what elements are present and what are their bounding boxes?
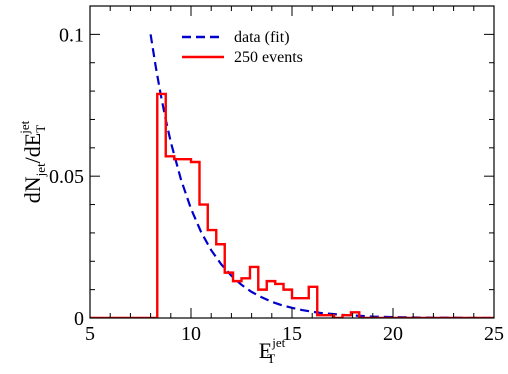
histogram-250-events [90,92,494,318]
x-tick-label: 15 [282,323,302,345]
legend: data (fit) 250 events [182,29,303,66]
y-tick-label: 0.1 [59,24,84,46]
x-tick-label: 10 [181,323,201,345]
y-title-part: /dE [20,133,45,164]
x-tick-label: 25 [484,323,504,345]
y-title-part: T [33,125,48,133]
x-title-sub: T [267,351,275,366]
legend-label-250-events: 250 events [234,49,303,66]
y-axis-title: dNjet/dETjet [17,120,48,203]
x-tick-label: 20 [383,323,403,345]
y-title-part: jet [17,120,32,134]
x-title-sup: jet [271,335,285,350]
plot-series [90,34,494,318]
y-title-part: dN [20,176,45,203]
y-tick-label: 0.05 [49,166,84,188]
tick-labels: 5 10 15 20 25 0 0.05 0.1 [49,24,504,345]
x-axis-title: Ejet T [259,335,286,366]
x-title-base: E [259,338,272,363]
fit-curve [149,34,494,318]
y-tick-label: 0 [74,308,84,330]
axis-ticks [89,5,495,319]
y-title-part: jet [33,163,48,177]
legend-label-data-fit: data (fit) [234,29,290,46]
x-tick-label: 5 [85,323,95,345]
